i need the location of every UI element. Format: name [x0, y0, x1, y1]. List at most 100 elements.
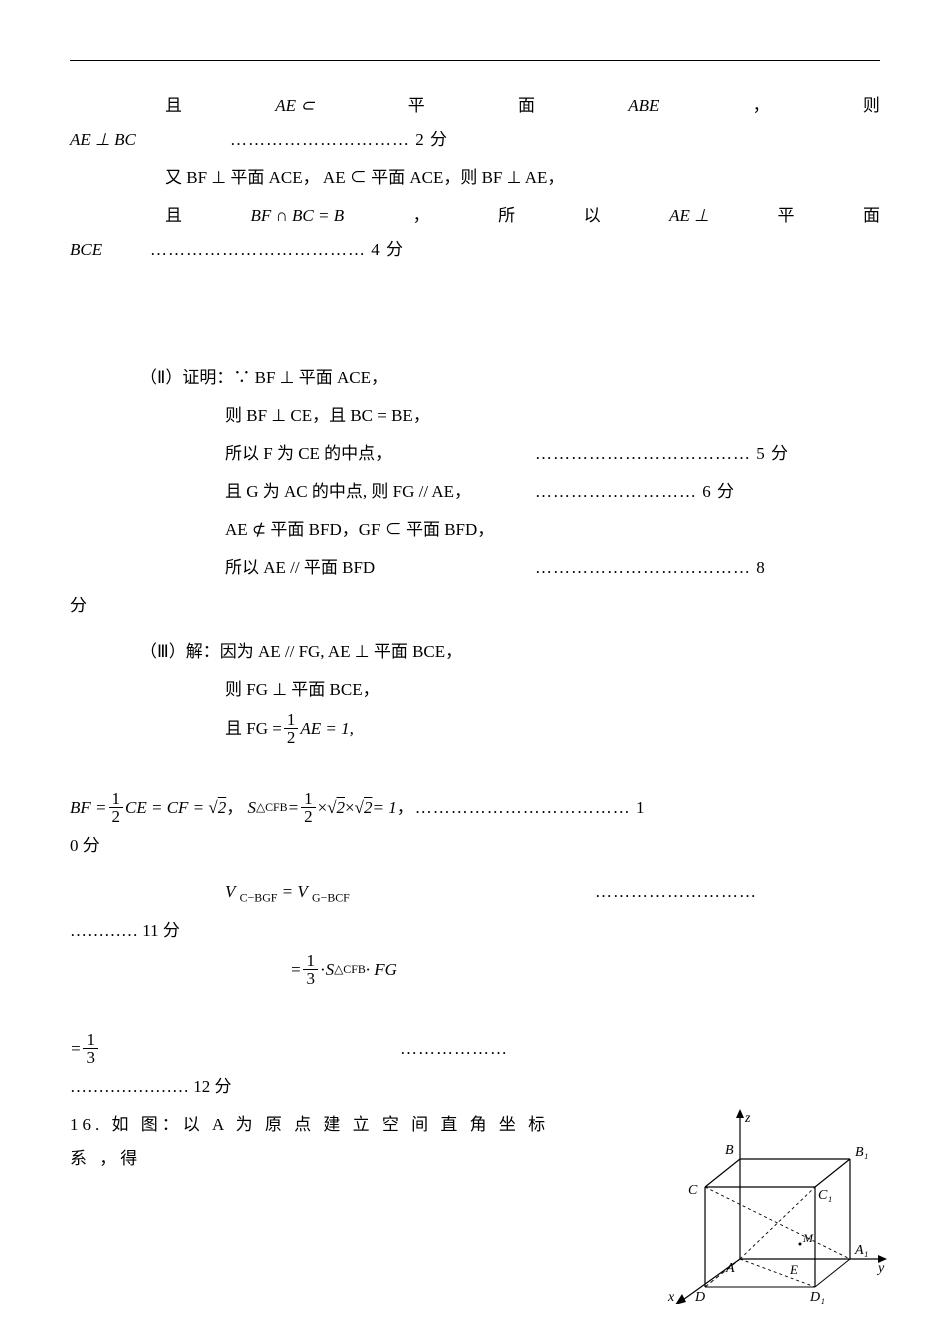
p3-s-eq: =	[288, 791, 299, 825]
p3-s-frac: 1 2	[301, 790, 316, 825]
lbl-D: D	[694, 1290, 705, 1304]
p3-l2-suf: AE = 1,	[300, 712, 354, 746]
p3-s-end: = 1	[372, 791, 396, 825]
lbl-y: y	[876, 1261, 885, 1276]
lbl-B1: B₁	[855, 1145, 868, 1160]
p2-l1: 则 BF ⊥ CE，且 BC = BE，	[70, 399, 880, 433]
line5: BCE ……………………………… 4 分	[70, 233, 880, 267]
l2-left: AE ⊥ BC	[70, 123, 230, 157]
lbl-x: x	[667, 1290, 675, 1304]
p3-l2-frac: 1 2	[284, 711, 299, 746]
l4-c2: BF ∩ BC = B	[251, 199, 345, 233]
l4-c1: 且	[165, 199, 182, 233]
p3-bf-mid: CE = CF =	[125, 791, 204, 825]
p3-bf-line: BF = 1 2 CE = CF = 2 ， S △CFB = 1 2 × 2 …	[70, 790, 880, 825]
line3: 又 BF ⊥ 平面 ACE， AE ⊂ 平面 ACE，则 BF ⊥ AE，	[70, 161, 880, 195]
p3-eq2-s: S	[326, 953, 335, 987]
p2-l5-right: ……………………………… 8	[535, 551, 766, 585]
l4-c7: 平	[777, 199, 794, 233]
p3-final-pre: =	[70, 1032, 81, 1066]
l1-c1: 且	[165, 89, 182, 123]
l1-c4: 面	[518, 89, 535, 123]
p2-l2-left: 所以 F 为 CE 的中点，	[225, 437, 535, 471]
l4-c3: ，	[413, 199, 430, 233]
p3-s-num: 1	[301, 790, 316, 808]
l4-c8: 面	[863, 199, 880, 233]
p3-s-tail: 0 分	[70, 829, 880, 863]
p3-bf-num: 1	[109, 790, 124, 808]
p2-l3: 且 G 为 AC 的中点, 则 FG // AE， ……………………… 6 分	[70, 475, 880, 509]
q16: 16. 如 图：以 A 为 原 点 建 立 空 间 直 角 坐 标 系 ，得	[70, 1108, 550, 1176]
l1-c3: 平	[408, 89, 425, 123]
p3-s-dots: ，……………………………… 1	[397, 791, 646, 825]
lbl-M: M	[802, 1231, 814, 1245]
p3-final-num: 1	[83, 1031, 98, 1049]
p3-s-sqrt2: 2	[355, 791, 373, 825]
p3-bf-sqrt: 2	[204, 791, 226, 825]
p2-l4: AE ⊄ 平面 BFD，GF ⊂ 平面 BFD，	[70, 513, 880, 547]
p3-bf-den: 2	[109, 808, 124, 825]
p3-final: = 1 3 ………………	[70, 1031, 880, 1066]
line2: AE ⊥ BC ………………………… 2 分	[70, 123, 880, 157]
l4-c5: 以	[584, 199, 601, 233]
p3-s-sub: △CFB	[256, 796, 288, 820]
p3-final-den: 3	[83, 1049, 98, 1066]
p3-final-frac: 1 3	[83, 1031, 98, 1066]
lbl-C1: C₁	[818, 1188, 832, 1203]
lbl-D1: D₁	[809, 1290, 825, 1304]
p3-l2-pre: 且 FG =	[225, 712, 282, 746]
l2-right: ………………………… 2 分	[230, 123, 448, 157]
coordinate-diagram: z B B₁ C C₁ A M A₁ E y x D D₁	[650, 1104, 890, 1304]
top-rule	[70, 60, 880, 61]
p3-eq2: = 1 3 · S △CFB · FG	[70, 952, 880, 987]
p3-v-dots: ………………………	[595, 875, 757, 909]
p3-v-line: V C−BGF = V G−BCF ………………………	[70, 875, 880, 910]
p3-eq2-frac: 1 3	[303, 952, 318, 987]
lbl-B: B	[725, 1143, 734, 1158]
l4-c4: 所	[498, 199, 515, 233]
p3-final-tail: ………………… 12 分	[70, 1070, 880, 1104]
l4-c6: AE ⊥	[669, 199, 709, 233]
l1-c6: ，	[753, 89, 770, 123]
p3-eq2-fg: · FG	[366, 953, 397, 987]
p3-l1: 则 FG ⊥ 平面 BCE，	[70, 673, 880, 707]
p3-s-pre: S	[247, 791, 256, 825]
p3-v-s1: C−BGF	[240, 890, 278, 904]
l5-left: BCE	[70, 233, 150, 267]
p3-v-s2: G−BCF	[312, 890, 350, 904]
p3-bf-pre: BF =	[70, 791, 107, 825]
p3-final-dots: ………………	[400, 1032, 508, 1066]
p3-eq2-sub: △CFB	[334, 958, 366, 982]
p3-s-mul2: ×	[345, 791, 355, 825]
p2-l3-left: 且 G 为 AC 的中点, 则 FG // AE，	[225, 475, 535, 509]
part3-head: （Ⅲ）解：因为 AE // FG, AE ⊥ 平面 BCE，	[70, 635, 880, 669]
p3-eq2-den: 3	[303, 970, 318, 987]
p3-v-l: V	[225, 882, 235, 901]
line4: 且 BF ∩ BC = B ， 所 以 AE ⊥ 平 面	[70, 199, 880, 233]
p2-l5: 所以 AE // 平面 BFD ……………………………… 8	[70, 551, 880, 585]
lbl-A1: A₁	[854, 1243, 868, 1258]
p3-eq2-num: 1	[303, 952, 318, 970]
p3-v-eq: = V	[282, 882, 308, 901]
part2-head: （Ⅱ）证明：∵ BF ⊥ 平面 ACE，	[70, 361, 880, 395]
l1-c2: AE ⊂	[275, 89, 314, 123]
line1: 且 AE ⊂ 平 面 ABE ， 则	[70, 89, 880, 123]
lbl-A: A	[725, 1261, 735, 1276]
lbl-C: C	[688, 1183, 698, 1198]
p2-l2: 所以 F 为 CE 的中点， ……………………………… 5 分	[70, 437, 880, 471]
p3-s-sqrt1: 2	[327, 791, 345, 825]
p3-s-den: 2	[301, 808, 316, 825]
lbl-z: z	[744, 1111, 751, 1126]
p3-s-mul1: ×	[318, 791, 328, 825]
l1-c7: 则	[863, 89, 880, 123]
p3-bf-frac: 1 2	[109, 790, 124, 825]
lbl-E: E	[789, 1262, 798, 1277]
l5-right: ……………………………… 4 分	[150, 233, 404, 267]
p2-l3-right: ……………………… 6 分	[535, 475, 735, 509]
p3-l2: 且 FG = 1 2 AE = 1,	[70, 711, 880, 746]
p2-l2-right: ……………………………… 5 分	[535, 437, 789, 471]
l1-c5: ABE	[628, 89, 659, 123]
p2-tail: 分	[70, 589, 880, 623]
p3-l2-den: 2	[284, 729, 299, 746]
p3-bf-sep: ，	[226, 791, 243, 825]
